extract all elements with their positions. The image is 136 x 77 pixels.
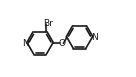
Text: N: N <box>22 39 28 48</box>
Text: Br: Br <box>44 19 53 28</box>
Text: N: N <box>91 33 98 42</box>
Text: O: O <box>58 39 65 48</box>
